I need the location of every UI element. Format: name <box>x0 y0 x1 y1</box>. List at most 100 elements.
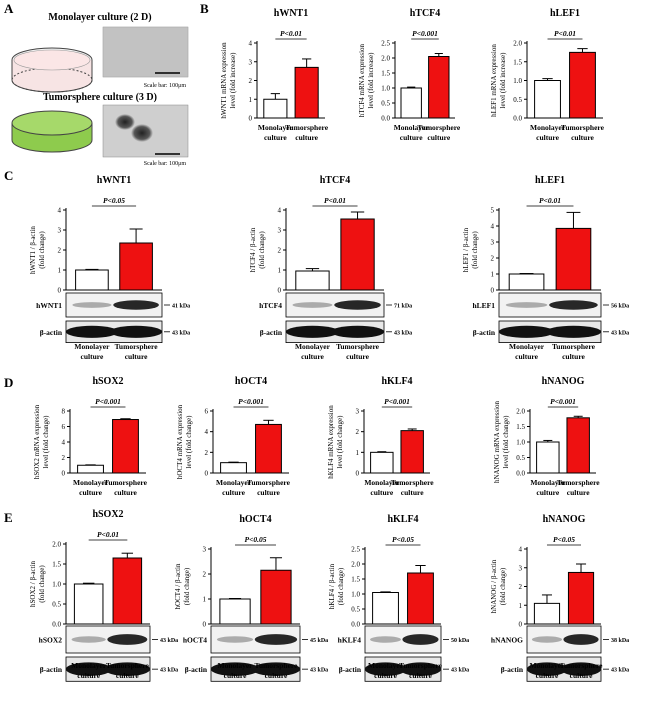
x-category-label: culture <box>401 488 424 497</box>
y-tick-label: 0.0 <box>516 470 525 478</box>
blot-actin-kda-label: 43 kDa <box>160 668 178 674</box>
x-category-label: culture <box>125 352 148 361</box>
bar-tumorsphere <box>400 430 424 474</box>
y-tick-label: 2 <box>491 255 495 263</box>
scale-bar-label-1: Scale bar: 100μm <box>144 83 187 89</box>
significance-label: P<0.01 <box>280 29 302 38</box>
chart-title: hOCT4 <box>239 514 271 525</box>
panel-letter-c: C <box>4 168 13 183</box>
x-category-label: culture <box>571 133 594 142</box>
y-tick-label: 3 <box>58 227 62 235</box>
blot-band-actin-tumorsphere <box>545 325 602 338</box>
y-tick-label: 0.5 <box>516 454 525 462</box>
y-tick-label: 0.0 <box>381 115 390 123</box>
x-category-label: culture <box>257 488 280 497</box>
blot-band-actin-tumorsphere <box>399 662 442 676</box>
y-tick-label: 3 <box>491 239 495 247</box>
blot-band-monolayer <box>72 302 112 308</box>
chart-title: hKLF4 <box>387 514 418 525</box>
y-axis-label: hLEF1 mRNA expression <box>490 44 498 117</box>
x-category-label: Tumorsphere <box>336 342 380 351</box>
y-tick-label: 2.5 <box>351 546 360 554</box>
significance-label: P<0.05 <box>392 535 414 544</box>
blot-band-tumorsphere <box>563 634 599 645</box>
chart-d1: hSOX2 0 2 4 6 8 hSOX2 mRNA expression level (fo… <box>33 376 148 497</box>
x-category-label: Tumorsphere <box>391 478 435 487</box>
blot-actin-label: β-actin <box>40 665 63 674</box>
bar-tumorsphere <box>555 227 592 291</box>
bar-tumorsphere <box>407 572 434 625</box>
blot-protein-label: hNANOG <box>491 636 523 645</box>
chart-d2: hOCT4 0 2 4 6 hOCT4 mRNA expression level (fol… <box>176 376 291 497</box>
significance-label: P<0.001 <box>550 397 576 406</box>
blot-band-tumorsphere <box>549 300 598 310</box>
y-axis-label: hKLF4 / β-actin <box>328 563 336 609</box>
blot-band-tumorsphere <box>113 300 159 310</box>
y-axis-label: level (fold change) <box>502 415 510 469</box>
y-axis-label: (fold change) <box>499 567 507 605</box>
y-axis-label: hTCF4 mRNA expression <box>358 43 366 117</box>
y-axis-label: level (fold increase) <box>367 52 375 109</box>
blot-actin-label: β-actin <box>185 665 208 674</box>
chart-c2: hTCF4 0 1 2 3 4 hTCF4 / β-actin (fold change) P<… <box>249 175 412 361</box>
chart-e1: hSOX2 0.0 0.5 1.0 1.5 2.0 hSOX2 / β-actin (fold… <box>29 509 178 682</box>
bar-monolayer <box>400 87 422 119</box>
y-tick-label: 2 <box>58 247 62 255</box>
y-axis-label: hNANOG mRNA expression <box>493 400 501 483</box>
chart-title: hLEF1 <box>535 175 565 186</box>
chart-title: hKLF4 <box>381 376 412 387</box>
y-tick-label: 1 <box>356 449 360 457</box>
y-axis-label: hLEF1 / β-actin <box>462 227 470 272</box>
x-category-label: culture <box>114 488 137 497</box>
x-category-label: culture <box>81 352 104 361</box>
x-category-label: Monolayer <box>295 342 331 351</box>
blot-actin-kda-label: 43 kDa <box>310 668 328 674</box>
x-category-label: Tumorsphere <box>255 661 299 670</box>
significance-label: P<0.05 <box>245 535 267 544</box>
blot-actin-label: β-actin <box>501 665 524 674</box>
y-tick-label: 1.0 <box>351 591 360 599</box>
bar-monolayer <box>295 270 330 291</box>
y-tick-label: 0 <box>249 115 253 123</box>
x-category-label: Tumorsphere <box>552 342 596 351</box>
chart-d4: hNANOG 0.0 0.5 1.0 1.5 2.0 hNANOG mRNA express… <box>493 376 600 497</box>
x-category-label: Tumorsphere <box>247 478 291 487</box>
y-tick-label: 4 <box>278 207 282 215</box>
y-tick-label: 1.0 <box>513 77 522 85</box>
blot-kda-label: 41 kDa <box>172 304 190 310</box>
bar-tumorsphere <box>566 417 590 474</box>
bar-tumorsphere <box>569 51 596 119</box>
x-category-label: Tumorsphere <box>561 123 605 132</box>
y-tick-label: 0.0 <box>513 115 522 123</box>
significance-label: P<0.01 <box>97 530 119 539</box>
blot-band-actin-monolayer <box>210 662 260 676</box>
significance-label: P<0.001 <box>384 397 410 406</box>
bar-monolayer <box>508 273 545 291</box>
y-axis-label: hSOX2 mRNA expression <box>33 404 41 479</box>
y-axis-label: (fold change) <box>471 231 479 269</box>
x-category-label: Monolayer <box>394 123 430 132</box>
blot-actin-kda-label: 43 kDa <box>394 330 412 336</box>
blot-protein-label: hLEF1 <box>472 301 495 310</box>
x-category-label: culture <box>224 671 247 680</box>
y-tick-label: 0.0 <box>52 621 61 629</box>
chart-title: hNANOG <box>543 514 586 525</box>
scale-bar-label-2: Scale bar: 100μm <box>144 161 187 167</box>
y-tick-label: 8 <box>62 408 66 416</box>
y-axis-label: hKLF4 mRNA expression <box>327 405 335 479</box>
blot-band-monolayer <box>216 636 254 643</box>
blot-protein-label: hSOX2 <box>39 636 63 645</box>
bar-tumorsphere <box>567 571 595 625</box>
x-category-label: Tumorsphere <box>417 123 461 132</box>
x-category-label: Monolayer <box>218 661 254 670</box>
blot-protein-label: hOCT4 <box>183 636 207 645</box>
x-category-label: culture <box>409 671 432 680</box>
y-axis-label: level (fold increase) <box>499 52 507 109</box>
x-category-label: culture <box>77 671 100 680</box>
y-tick-label: 4 <box>58 207 62 215</box>
y-tick-label: 3 <box>249 58 253 66</box>
bar-monolayer <box>536 441 560 474</box>
chart-b1: hWNT1 0 1 2 3 4 hWNT1 mRNA expression level (fo… <box>220 8 329 142</box>
y-axis-label: hWNT1 / β-actin <box>29 226 37 274</box>
